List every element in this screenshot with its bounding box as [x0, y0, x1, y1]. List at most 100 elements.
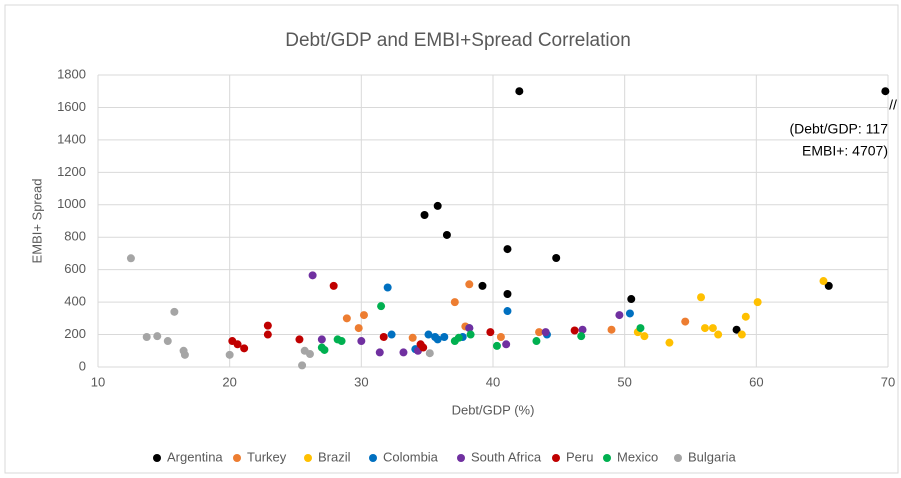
data-point — [640, 332, 649, 341]
y-tick-label: 400 — [64, 294, 86, 309]
data-point — [305, 350, 314, 359]
data-point — [881, 87, 890, 96]
data-point — [607, 325, 616, 334]
data-point — [465, 324, 474, 333]
y-tick-label: 600 — [64, 261, 86, 276]
data-point — [541, 328, 550, 337]
data-point — [342, 314, 351, 323]
data-point — [466, 330, 475, 339]
data-point — [442, 230, 451, 239]
data-point — [502, 340, 511, 349]
chart-title: Debt/GDP and EMBI+Spread Correlation — [285, 30, 631, 51]
data-point — [819, 277, 828, 286]
y-axis-label: EMBI+ Spread — [29, 179, 44, 264]
data-point — [496, 332, 505, 341]
data-point — [383, 283, 392, 292]
data-point — [263, 321, 272, 330]
data-point — [492, 341, 501, 350]
legend-label: Colombia — [383, 449, 439, 464]
data-point — [163, 337, 172, 346]
data-point — [681, 317, 690, 326]
data-point — [142, 332, 151, 341]
data-point — [741, 312, 750, 321]
y-tick-label: 1200 — [57, 164, 86, 179]
annotation: // — [889, 97, 897, 113]
data-point — [295, 335, 304, 344]
data-point — [503, 307, 512, 316]
data-point — [503, 290, 512, 298]
legend-label: Bulgaria — [688, 449, 736, 464]
data-point — [708, 324, 717, 333]
data-point — [354, 324, 363, 333]
data-point — [570, 326, 579, 335]
data-point — [714, 330, 723, 339]
annotation: (Debt/GDP: 117 — [789, 121, 888, 137]
data-point — [535, 328, 544, 337]
data-point — [263, 330, 272, 339]
data-point — [337, 337, 346, 346]
legend-marker — [153, 454, 161, 462]
legend-label: Argentina — [167, 449, 223, 464]
annotation: EMBI+: 4707) — [802, 143, 888, 159]
data-point — [308, 271, 317, 280]
data-point — [359, 311, 368, 320]
data-point — [515, 87, 524, 96]
y-tick-label: 200 — [64, 326, 86, 341]
data-point — [240, 344, 249, 353]
data-point — [697, 293, 706, 302]
data-point — [478, 281, 487, 290]
data-point — [700, 324, 709, 333]
y-tick-label: 800 — [64, 229, 86, 244]
data-point — [732, 325, 741, 334]
data-point — [298, 361, 307, 370]
legend-marker — [233, 454, 241, 462]
data-point — [486, 328, 495, 337]
legend-label: Brazil — [318, 449, 351, 464]
data-point — [737, 330, 746, 339]
legend-marker — [369, 454, 377, 462]
data-point — [420, 210, 429, 219]
data-point — [503, 245, 512, 254]
data-point — [317, 335, 326, 344]
data-point — [425, 349, 434, 358]
legend-label: Mexico — [617, 449, 658, 464]
data-point — [465, 280, 474, 289]
legend-marker — [603, 454, 611, 462]
data-point — [753, 298, 762, 307]
y-tick-label: 1000 — [57, 196, 86, 211]
y-tick-label: 1400 — [57, 131, 86, 146]
data-point — [577, 332, 586, 341]
data-point — [170, 307, 179, 316]
x-tick-label: 50 — [617, 374, 631, 389]
data-point — [450, 298, 459, 307]
data-point — [233, 340, 242, 349]
data-point — [329, 281, 338, 290]
data-point — [454, 333, 463, 342]
data-point — [375, 348, 384, 357]
data-point — [399, 348, 408, 357]
x-tick-label: 30 — [354, 374, 368, 389]
x-tick-label: 20 — [222, 374, 236, 389]
legend-marker — [552, 454, 560, 462]
legend-marker — [304, 454, 312, 462]
data-point — [552, 253, 561, 262]
y-tick-label: 1800 — [57, 66, 86, 81]
data-point — [379, 332, 388, 341]
data-point — [408, 333, 417, 342]
legend-marker — [457, 454, 465, 462]
data-point — [433, 335, 442, 344]
legend-label: Turkey — [247, 449, 287, 464]
data-point — [532, 337, 541, 346]
legend-label: Peru — [566, 449, 593, 464]
data-point — [625, 309, 634, 318]
chart-frame — [4, 4, 899, 474]
x-tick-label: 60 — [749, 374, 763, 389]
data-point — [615, 311, 624, 320]
data-point — [387, 330, 396, 339]
data-point — [357, 337, 366, 346]
x-tick-label: 70 — [881, 374, 895, 389]
data-point — [153, 332, 162, 341]
y-tick-label: 1600 — [57, 99, 86, 114]
data-point — [440, 332, 449, 341]
data-point — [824, 281, 833, 290]
